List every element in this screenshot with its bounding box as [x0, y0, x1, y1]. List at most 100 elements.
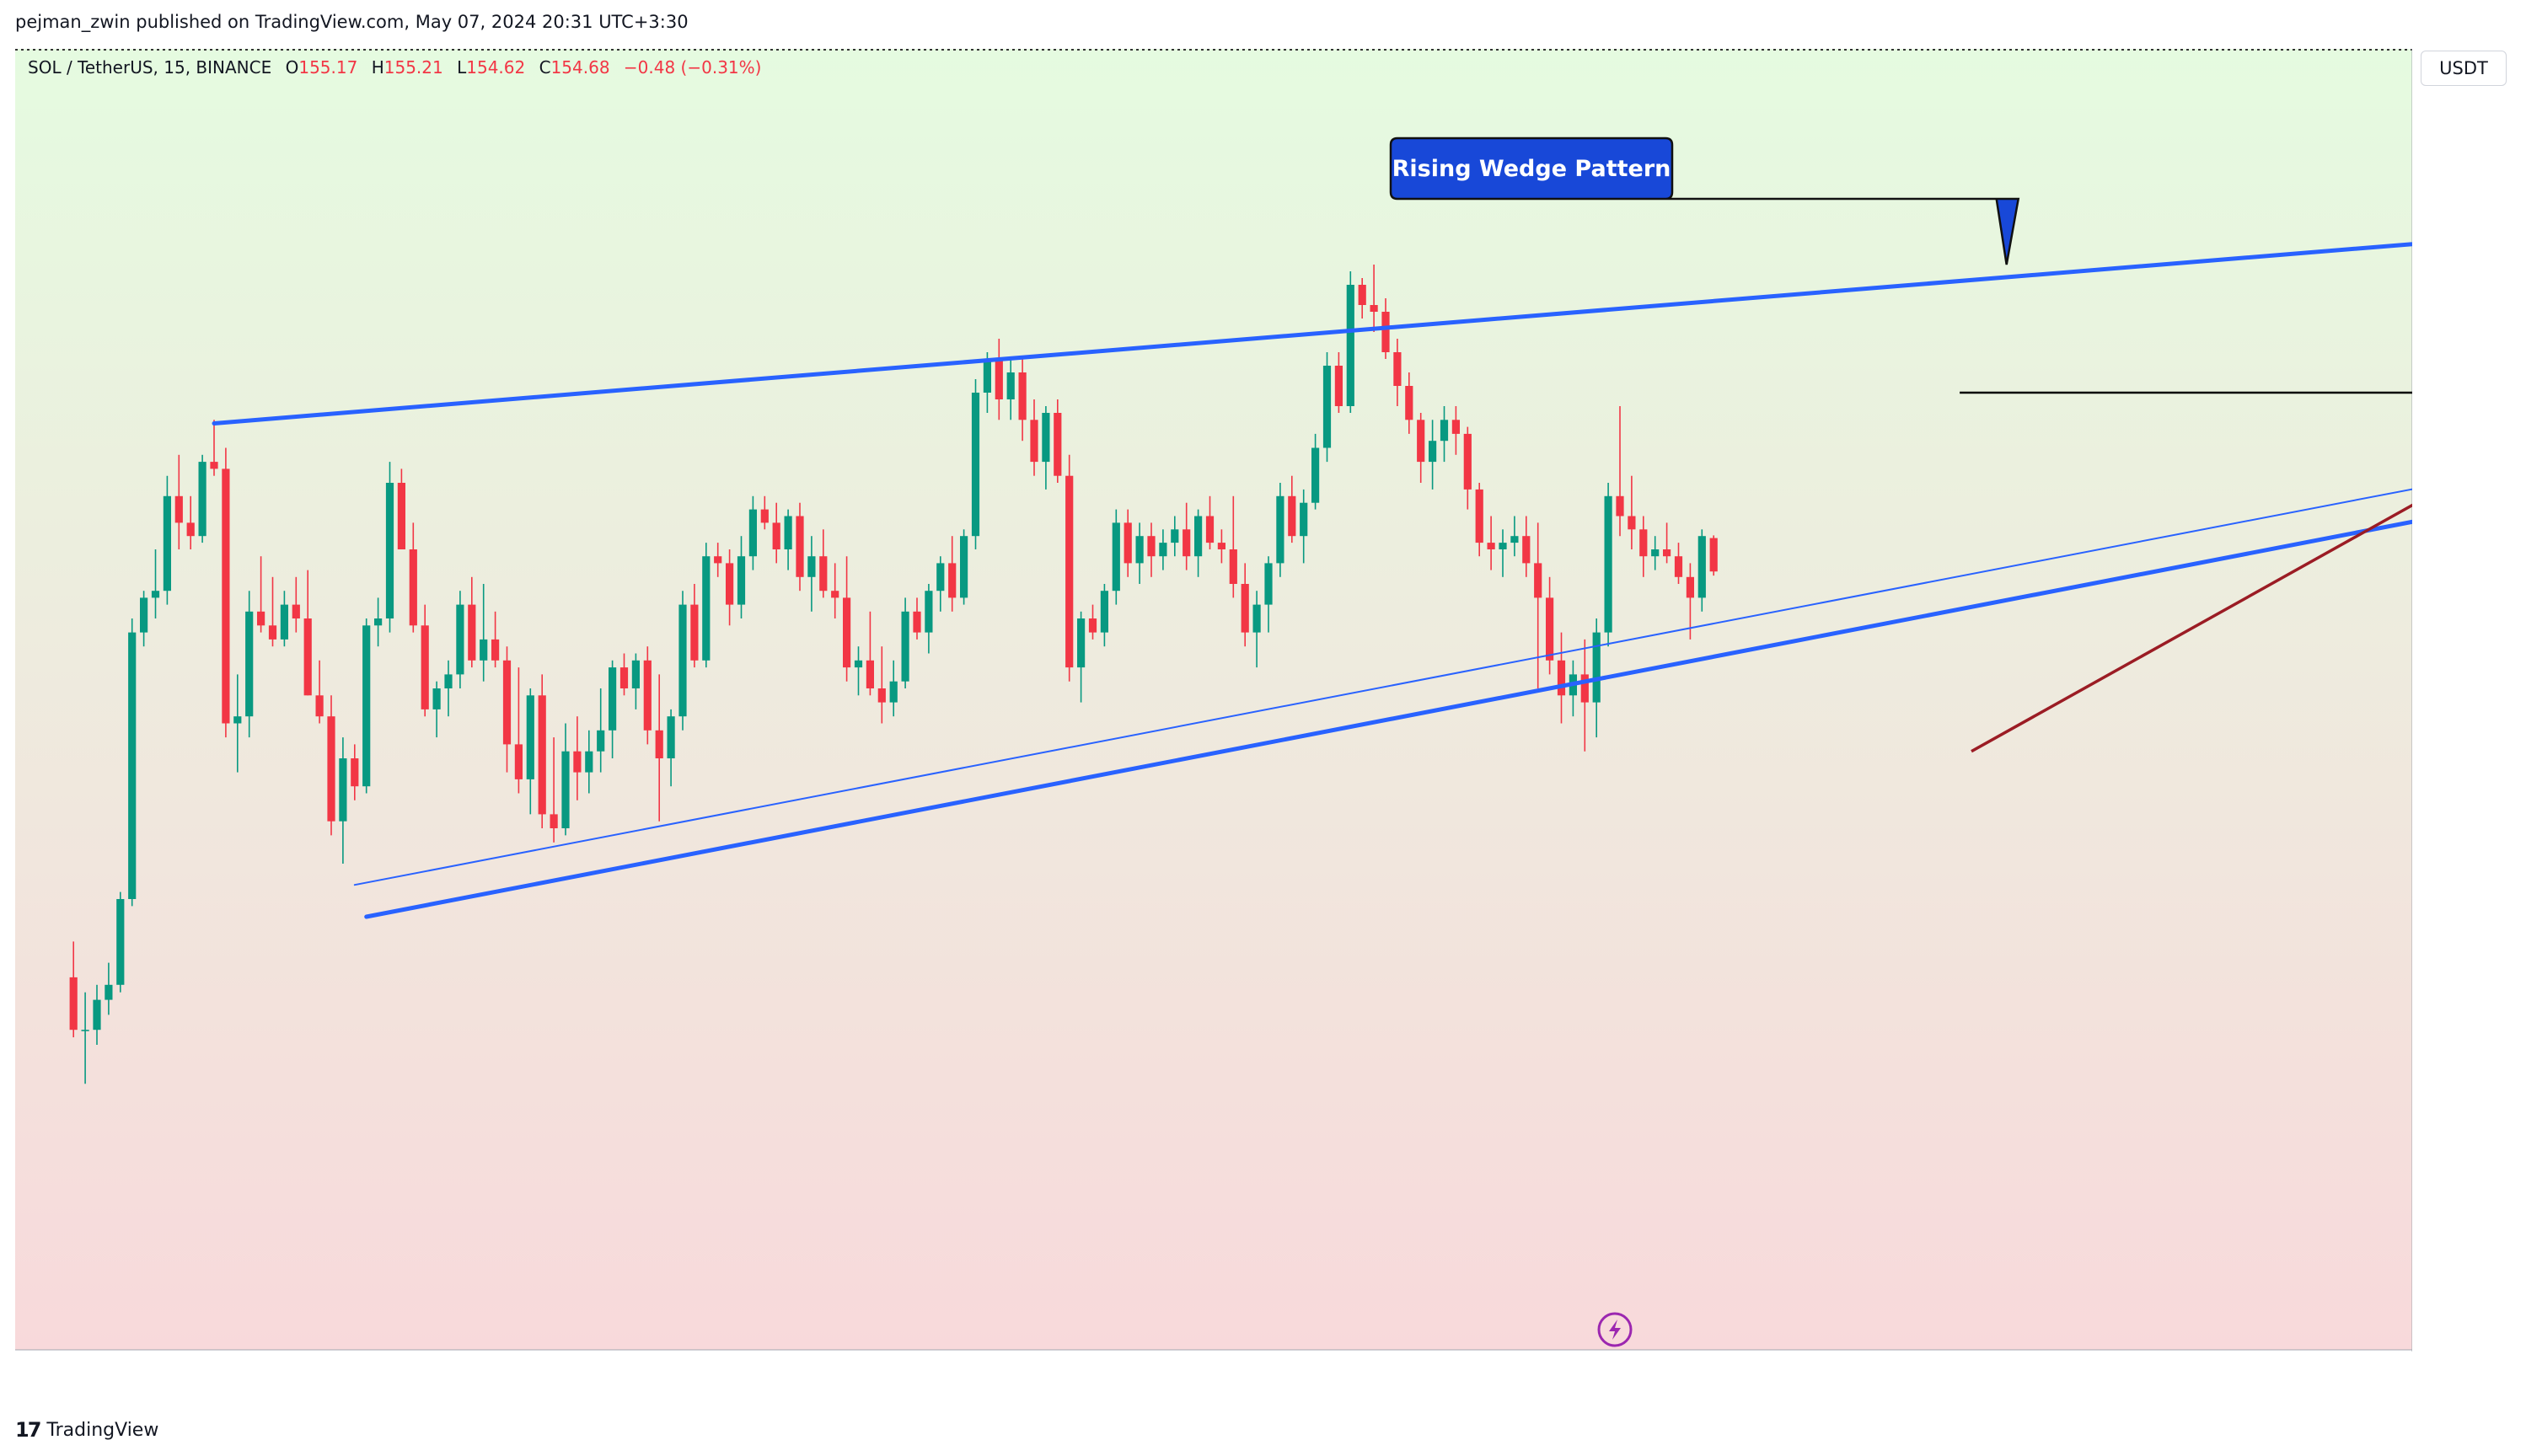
candle-body [1510, 536, 1519, 543]
currency-button[interactable]: USDT [2421, 51, 2507, 86]
candle-body [678, 604, 687, 717]
candle-body [889, 681, 898, 703]
candle-body [1546, 597, 1554, 661]
candle-body [726, 563, 734, 605]
candle-body [339, 758, 347, 822]
candle-body [714, 556, 722, 564]
candle-body [327, 716, 335, 822]
high-label: H [371, 57, 384, 78]
low-value: 154.62 [466, 57, 526, 78]
candle-body [1358, 285, 1366, 305]
candle-body [995, 359, 1003, 399]
candle-body [690, 604, 699, 661]
candle-body [222, 468, 230, 724]
symbol-legend: SOL / TetherUS, 15, BINANCE O155.17 H155… [28, 57, 761, 78]
callout-box [1389, 136, 2020, 265]
change-value: −0.48 (−0.31%) [623, 57, 762, 78]
candle-body [819, 556, 828, 592]
candle-body [760, 509, 769, 523]
callout-text: Rising Wedge Pattern [1392, 156, 1671, 182]
wedge-upper-line [212, 242, 2412, 426]
candle-body [1674, 556, 1683, 577]
tradingview-brand: TradingView [46, 1419, 159, 1441]
candle-body [128, 632, 137, 899]
candle-body [1697, 536, 1706, 598]
candle-body [1580, 674, 1589, 703]
lightning-icon [1597, 1312, 1633, 1347]
candle-body [140, 597, 148, 633]
candle-body [1229, 549, 1237, 584]
candle-body [561, 751, 570, 828]
candle-body [1205, 516, 1215, 543]
candle-body [784, 516, 792, 549]
candle-body [1241, 584, 1249, 633]
candle-body [280, 604, 288, 640]
candle-body [1686, 576, 1694, 598]
low-label: L [457, 57, 467, 78]
bearish-scenario-path [1971, 503, 2412, 753]
candle-body [1171, 529, 1179, 543]
candle-body [526, 695, 534, 779]
candle-body [315, 695, 324, 717]
candle-body [1112, 522, 1120, 592]
candle-body [1463, 433, 1472, 490]
symbol-name: SOL / TetherUS, 15, BINANCE [28, 57, 272, 78]
candle-body [1370, 305, 1378, 312]
candle-body [983, 359, 991, 393]
chart-area[interactable]: Rising Wedge Pattern 161.00160.00159.001… [15, 49, 2412, 1352]
candle-body [772, 522, 780, 549]
candle-body [1604, 495, 1612, 633]
plot-background [15, 49, 2412, 1350]
candle-body [1440, 420, 1449, 442]
candle-body [573, 751, 582, 773]
price-chart[interactable]: Rising Wedge Pattern 161.00160.00159.001… [15, 49, 2412, 1352]
candle-body [1276, 495, 1284, 564]
candle-body [374, 618, 383, 626]
candle-body [866, 660, 874, 688]
candle-body [1159, 543, 1167, 557]
open-value: 155.17 [298, 57, 358, 78]
candle-body [619, 667, 629, 688]
candle-body [1065, 475, 1074, 668]
candle-body [1628, 516, 1636, 530]
close-label: C [539, 57, 551, 78]
candle-body [1475, 489, 1483, 543]
candle-body [936, 563, 945, 592]
candle-body [409, 549, 417, 626]
candle-body [233, 716, 242, 724]
tradingview-logo-icon: 17 [15, 1418, 41, 1442]
candle-body [351, 758, 359, 787]
candle-body [1709, 538, 1718, 572]
candle-body [655, 730, 663, 758]
candle-body [268, 625, 277, 640]
candle-body [667, 716, 675, 758]
candle-body [550, 814, 558, 828]
candle-body [1334, 366, 1343, 406]
open-label: O [285, 57, 299, 78]
candle-body [421, 625, 429, 709]
candle-body [1311, 447, 1320, 503]
candle-body [1499, 543, 1507, 549]
candle-body [597, 730, 605, 752]
candle-body [585, 751, 593, 773]
candle-body [1381, 312, 1390, 352]
candle-body [854, 660, 863, 668]
published-info: pejman_zwin published on TradingView.com… [15, 12, 689, 32]
candle-body [737, 556, 746, 605]
candle-body [538, 695, 546, 815]
tradingview-logo[interactable]: 17 TradingView [15, 1418, 158, 1442]
candle-body [502, 660, 512, 745]
candles-group [69, 265, 1718, 1084]
candle-body [643, 660, 652, 731]
candle-body [210, 462, 218, 469]
candle-body [491, 639, 500, 661]
candle-body [971, 393, 980, 537]
candle-body [1100, 591, 1108, 633]
candle-body [1147, 536, 1156, 557]
candle-body [702, 556, 711, 661]
candle-body [432, 688, 441, 709]
candle-body [1077, 618, 1086, 668]
candle-body [257, 611, 265, 626]
candle-body [174, 495, 183, 523]
candle-body [116, 899, 125, 985]
